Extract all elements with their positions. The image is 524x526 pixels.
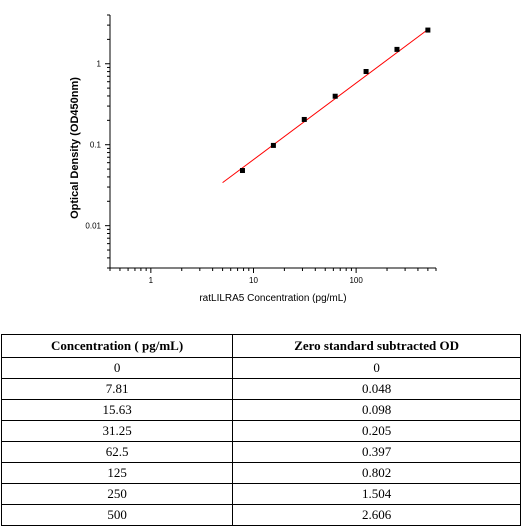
table-cell: 125 [0, 462, 234, 484]
table-cell: 15.63 [0, 399, 234, 421]
table-header-concentration: Concentration ( pg/mL) [0, 334, 234, 358]
chart-axes [109, 15, 436, 269]
table-row: 7.81 0.048 [0, 378, 521, 400]
table-row: 31.25 0.205 [0, 420, 521, 442]
x-axis-label: ratLILRA5 Concentration (pg/mL) [199, 293, 346, 304]
table-row: 0 0 [0, 357, 521, 379]
chart-fit-line [222, 29, 429, 184]
table-row: 62.5 0.397 [0, 441, 521, 463]
table-cell: 0 [0, 357, 234, 379]
x-tick-label: 10 [249, 276, 258, 285]
table-cell: 7.81 [0, 378, 234, 400]
table-cell: 0.048 [232, 378, 521, 400]
table-header-od: Zero standard subtracted OD [232, 334, 521, 358]
data-table: Concentration ( pg/mL) Zero standard sub… [0, 334, 521, 526]
y-tick-label: 0.1 [90, 141, 102, 150]
fit-line [222, 29, 429, 184]
table-cell: 1.504 [232, 483, 521, 505]
table-row: 125 0.802 [0, 462, 521, 484]
data-point [332, 93, 338, 99]
table-row: 500 2.606 [0, 504, 521, 526]
chart-points [239, 27, 431, 174]
table-cell: 250 [0, 483, 234, 505]
table-cell: 0.205 [232, 420, 521, 442]
table-row: 15.63 0.098 [0, 399, 521, 421]
chart-ticks: 1 10 100 0.01 0.1 1 [85, 14, 437, 285]
data-point [239, 168, 245, 174]
data-point [394, 46, 400, 52]
table-cell: 62.5 [0, 441, 234, 463]
data-point [363, 69, 369, 75]
y-axis-label: Optical Density (OD450nm) [69, 77, 81, 219]
x-tick-label: 1 [149, 276, 154, 285]
table-cell: 2.606 [232, 504, 521, 526]
data-point [301, 116, 307, 122]
x-tick-label: 100 [349, 276, 363, 285]
y-tick-label: 0.01 [85, 222, 101, 231]
y-tick-label: 1 [97, 60, 102, 69]
data-point [425, 27, 431, 33]
data-point [270, 142, 276, 148]
table-cell: 0.802 [232, 462, 521, 484]
table-cell: 0.098 [232, 399, 521, 421]
standard-curve-chart: 1 10 100 0.01 0.1 1 ratLILRA5 Concentration (… [69, 14, 437, 304]
table-row: 250 1.504 [0, 483, 521, 505]
table-cell: 0 [232, 357, 521, 379]
table-cell: 31.25 [0, 420, 234, 442]
table-cell: 500 [0, 504, 234, 526]
table-cell: 0.397 [232, 441, 521, 463]
table-header-row: Concentration ( pg/mL) Zero standard sub… [0, 334, 521, 358]
